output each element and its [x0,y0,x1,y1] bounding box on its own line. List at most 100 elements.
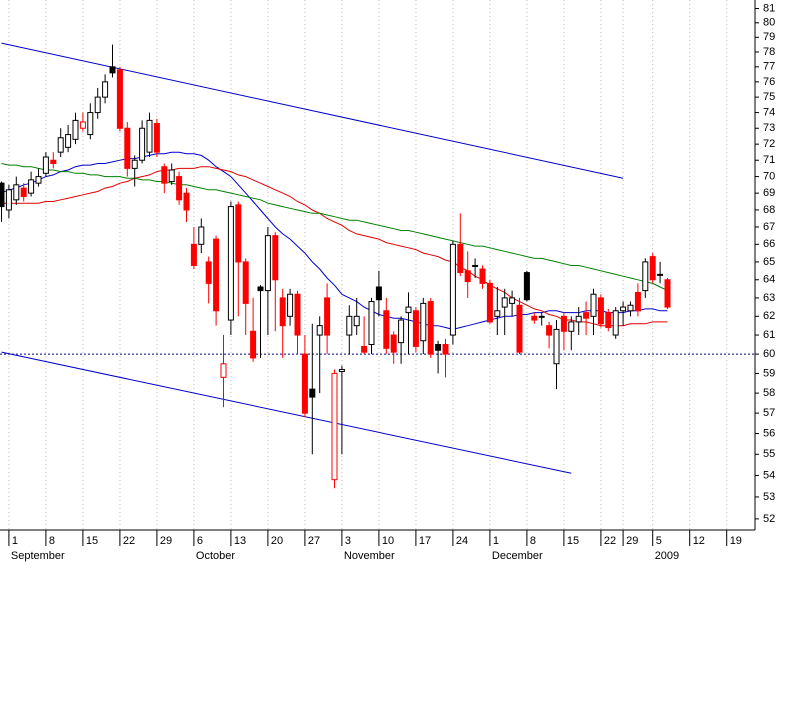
candle-body [538,315,545,318]
y-tick-label: 53 [763,491,775,503]
x-tick-label: 15 [86,535,98,547]
x-tick-label: 3 [345,535,351,547]
candle-body [102,81,109,98]
candle-body [642,261,649,292]
y-tick-label: 78 [763,46,775,58]
moving-average-line [1,163,668,292]
moving-average-line [1,151,668,330]
candle-body [620,306,627,312]
candle-body [250,330,257,359]
candle-body [139,127,146,161]
y-tick-label: 55 [763,448,775,460]
candle-body [420,302,427,342]
candle-body [264,235,271,292]
candle-body [361,345,368,353]
month-label: November [344,550,395,562]
y-tick-label: 65 [763,256,775,268]
candle-body [287,293,294,317]
x-tick-label: 6 [197,535,203,547]
candle-body [146,119,153,153]
candle-body [634,291,641,312]
x-tick-label: 24 [456,535,468,547]
y-tick-label: 58 [763,387,775,399]
candle-body [486,282,493,323]
candle-body [79,121,86,129]
y-tick-label: 57 [763,407,775,419]
candle-body [257,286,264,292]
candle-body [546,325,553,336]
candle-body [427,301,434,355]
month-label: December [492,550,543,562]
y-tick-label: 56 [763,427,775,439]
x-tick-label: 8 [49,535,55,547]
candle-body [235,204,242,263]
candle-body [583,312,590,319]
candle-body [161,166,168,184]
candle-body [190,243,197,266]
candle-body [435,344,442,351]
x-tick-label: 29 [160,535,172,547]
y-tick-label: 69 [763,187,775,199]
candle-body [0,182,5,208]
candle-body [57,137,64,153]
y-tick-label: 59 [763,367,775,379]
candle-body [516,304,523,353]
candle-body [131,159,138,169]
candle-body [198,226,205,245]
candle-body [494,310,501,317]
candle-body [501,297,508,308]
candle-body [553,328,560,365]
candle-body [560,315,567,332]
candle-body [28,179,35,194]
candle-body [294,293,301,336]
candle-body [183,192,190,211]
candle-body [35,176,42,184]
candle-body [383,310,390,349]
trendline [1,42,624,179]
x-tick-label: 19 [730,535,742,547]
x-tick-label: 27 [308,535,320,547]
candle-body [531,315,538,321]
candle-body [375,286,382,301]
y-tick-label: 62 [763,310,775,322]
x-tick-label: 20 [271,535,283,547]
y-tick-label: 73 [763,122,775,134]
y-tick-label: 52 [763,513,775,525]
candle-body [412,310,419,347]
candle-body [472,264,479,267]
y-tick-label: 60 [763,348,775,360]
month-label: 2009 [655,550,679,562]
candle-body [227,206,234,321]
y-tick-label: 67 [763,221,775,233]
candle-body [664,279,671,308]
candle-body [94,96,101,114]
x-tick-label: 5 [656,535,662,547]
candle-body [213,238,220,312]
y-tick-label: 77 [763,61,775,73]
candle-body [457,243,464,274]
y-tick-label: 61 [763,329,775,341]
candle-body [509,297,516,304]
y-tick-label: 74 [763,106,775,118]
candle-body [309,388,316,398]
x-tick-label: 22 [123,535,135,547]
candle-body [72,119,79,140]
candle-body [368,301,375,346]
x-tick-label: 15 [567,535,579,547]
candle-body [301,353,308,414]
y-tick-label: 75 [763,91,775,103]
y-tick-label: 81 [763,2,775,14]
candle-body [5,189,12,211]
candle-body [479,268,486,284]
y-tick-label: 70 [763,170,775,182]
candle-body [124,127,131,169]
x-tick-label: 1 [12,535,18,547]
candle-body [612,310,619,336]
candle-body [65,134,72,148]
y-tick-label: 72 [763,138,775,150]
month-label: October [196,550,235,562]
candle-body [279,297,286,327]
y-tick-label: 68 [763,204,775,216]
candle-body [649,256,656,281]
